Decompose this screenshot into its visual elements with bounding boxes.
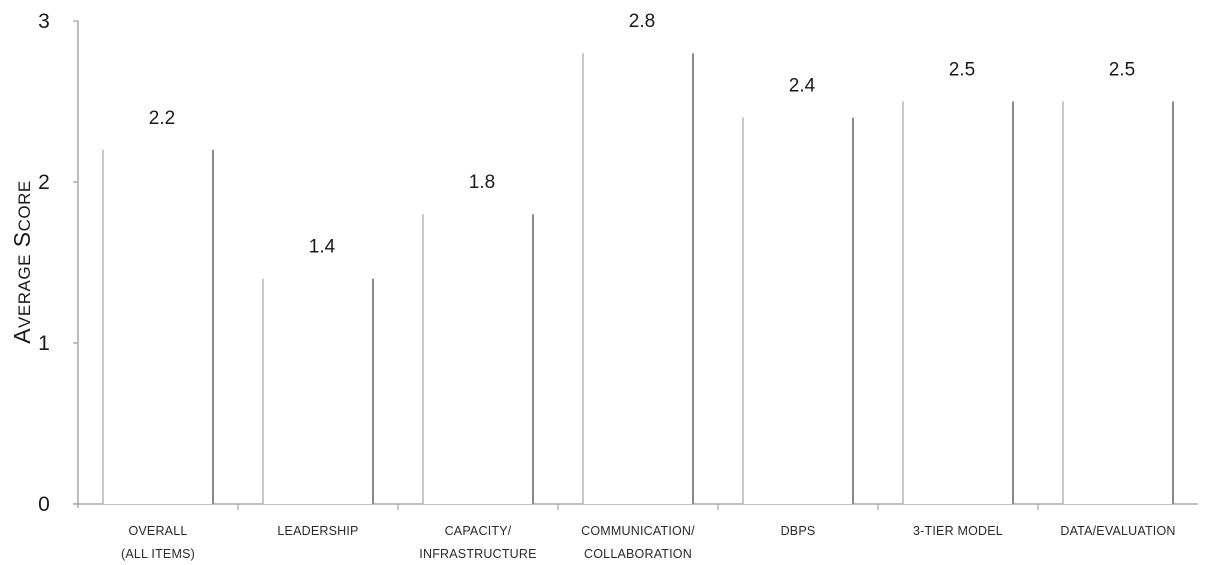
- bar-fill: [1063, 101, 1173, 504]
- bar-fill: [263, 278, 373, 504]
- data-label: 2.5: [1109, 60, 1135, 81]
- bar: [102, 149, 214, 505]
- bar: [422, 214, 534, 504]
- data-label: 1.4: [309, 237, 336, 258]
- data-label: 1.8: [469, 172, 495, 193]
- data-label: 2.2: [149, 108, 175, 129]
- category-label: DBPS: [781, 524, 816, 538]
- category-label: COMMUNICATION/COLLABORATION: [581, 524, 695, 561]
- bar-fill: [903, 101, 1013, 504]
- bar: [582, 53, 694, 504]
- bars: [102, 53, 1174, 505]
- bar: [902, 101, 1014, 504]
- bar-fill: [103, 149, 213, 505]
- bar-fill: [583, 53, 693, 504]
- category-label: OVERALL (ALL ITEMS): [121, 524, 195, 561]
- bar: [742, 117, 854, 504]
- data-label: 2.8: [629, 11, 655, 32]
- data-label: 2.4: [789, 76, 816, 97]
- y-tick-label: 1: [38, 332, 50, 355]
- category-label: 3-TIER MODEL: [913, 524, 1003, 538]
- y-tick-label: 3: [38, 10, 50, 33]
- y-tick-label: 2: [38, 171, 50, 194]
- y-tick-label: 0: [38, 493, 50, 516]
- category-label: CAPACITY/INFRASTRUCTURE: [419, 524, 536, 561]
- bar: [262, 278, 374, 504]
- labels: 0 1 2 3 2.2 OVERALL (ALL ITEMS) 1.4 LEADERSHIP 1.…: [38, 10, 1175, 561]
- y-axis-title: AVERAGE SCORE: [9, 180, 35, 344]
- category-label: DATA/EVALUATION: [1060, 524, 1175, 538]
- bar-fill: [743, 117, 853, 504]
- category-label: LEADERSHIP: [277, 524, 358, 538]
- bar: [1062, 101, 1174, 504]
- bar-fill: [423, 214, 533, 504]
- data-label: 2.5: [949, 60, 975, 81]
